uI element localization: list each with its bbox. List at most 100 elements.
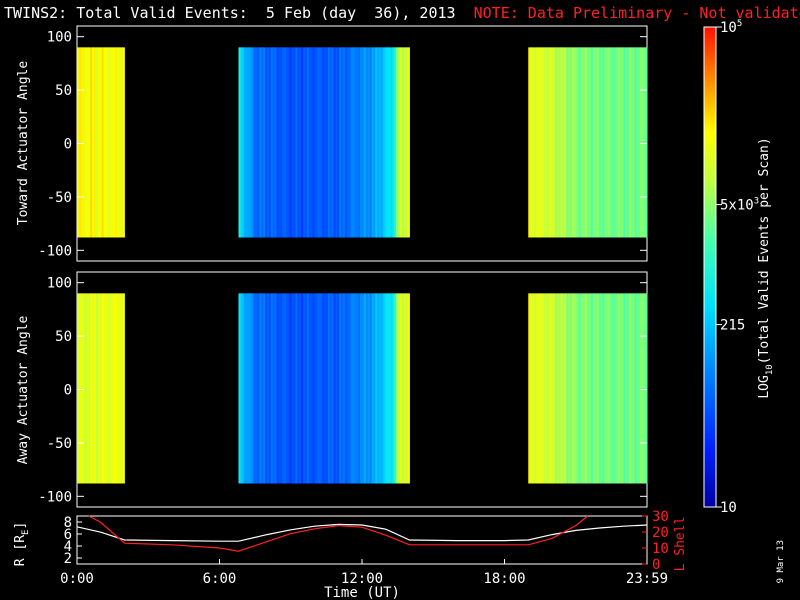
toward-heatmap-panel: 100 50 0 -50 -100 Toward Actuator Angle <box>16 25 648 262</box>
away-heat-cell <box>608 293 611 484</box>
toward-heat-cell <box>259 47 262 238</box>
away-heat-cell <box>571 293 575 484</box>
toward-heat-cell <box>82 47 85 238</box>
away-heat-cell <box>623 293 626 484</box>
toward-heat-cell <box>598 47 601 238</box>
away-heat-cell <box>392 293 395 484</box>
away-ytick-label: 50 <box>55 329 72 345</box>
toward-heat-cell <box>325 47 329 238</box>
toward-heat-cell <box>246 47 249 238</box>
toward-heat-cell <box>314 47 317 238</box>
colorbar-tick-label: 105 <box>720 19 742 36</box>
away-heat-cell <box>615 293 618 484</box>
toward-heat-cell <box>293 47 296 238</box>
lshell-tick-label: 20 <box>652 525 669 541</box>
away-heat-cell <box>115 293 118 484</box>
toward-heat-cell <box>113 47 116 238</box>
away-heat-cell <box>579 293 582 484</box>
away-heat-cell <box>84 293 87 484</box>
toward-heat-cell <box>532 47 535 238</box>
toward-heat-cell <box>352 47 355 238</box>
away-heat-cell <box>289 293 293 484</box>
away-heat-cell <box>291 293 294 484</box>
toward-heat-cell <box>403 47 407 238</box>
away-ytick-label: -100 <box>38 489 72 505</box>
toward-heat-cell <box>274 47 277 238</box>
toward-heat-cell <box>373 47 376 238</box>
toward-heat-cell <box>398 47 401 238</box>
colorbar-label: LOG10(Total Valid Events per Scan) <box>757 137 775 398</box>
away-heat-cell <box>242 293 245 484</box>
toward-heat-cell <box>627 47 630 238</box>
toward-heat-cell <box>636 47 639 238</box>
away-heat-cell <box>94 293 97 484</box>
toward-heat-cell <box>122 47 125 238</box>
toward-heat-cell <box>270 47 274 238</box>
away-heat-cell <box>640 293 643 484</box>
away-heat-cell <box>103 293 106 484</box>
away-heat-cell <box>322 293 325 484</box>
toward-heat-cell <box>596 47 599 238</box>
toward-heat-cell <box>388 47 391 238</box>
away-heat-cell <box>301 293 304 484</box>
toward-heat-cell <box>400 47 403 238</box>
toward-heat-cell <box>339 47 342 238</box>
toward-heat-cell <box>543 47 546 238</box>
toward-heat-cell <box>297 47 300 238</box>
toward-heat-cell <box>528 47 531 238</box>
toward-heat-cell <box>381 47 384 238</box>
toward-heat-cell <box>535 47 539 238</box>
toward-heat-cell <box>312 47 315 238</box>
away-heat-cell <box>77 293 80 484</box>
away-heat-cell <box>560 293 563 484</box>
away-heat-cell <box>533 293 537 484</box>
toward-heat-cell <box>587 47 590 238</box>
toward-heat-cell <box>282 47 285 238</box>
away-heat-cell <box>99 293 103 484</box>
toward-heat-cell <box>84 47 87 238</box>
toward-heat-cell <box>611 47 615 238</box>
toward-heat-cell <box>280 47 283 238</box>
away-heat-cell <box>270 293 274 484</box>
toward-heat-cell <box>566 47 569 238</box>
away-heat-cell <box>253 293 256 484</box>
away-heat-cell <box>116 293 120 484</box>
toward-heat-cell <box>573 47 577 238</box>
toward-heat-cell <box>242 47 245 238</box>
toward-heat-cell <box>287 47 291 238</box>
toward-heat-cell <box>577 47 580 238</box>
toward-heat-cell <box>644 47 647 238</box>
toward-ylabel: Toward Actuator Angle <box>16 61 31 226</box>
away-heat-cell <box>562 293 565 484</box>
away-heat-cell <box>118 293 122 484</box>
toward-heat-cell <box>537 47 541 238</box>
toward-heat-cell <box>602 47 605 238</box>
toward-heat-cell <box>386 47 389 238</box>
away-heat-cell <box>344 293 348 484</box>
toward-heat-cell <box>92 47 95 238</box>
away-heat-cell <box>90 293 93 484</box>
toward-heat-cell <box>394 47 397 238</box>
away-heat-cell <box>263 293 266 484</box>
away-heat-cell <box>390 293 393 484</box>
away-heat-cell <box>532 293 535 484</box>
toward-heat-cell <box>303 47 306 238</box>
away-heat-cell <box>386 293 389 484</box>
toward-heat-cell <box>267 47 270 238</box>
away-heat-cell <box>630 293 634 484</box>
away-ytick-label: 100 <box>47 276 72 292</box>
away-heat-cell <box>371 293 374 484</box>
toward-heat-cell <box>358 47 361 238</box>
toward-ytick-label: 50 <box>55 83 72 99</box>
toward-heat-cell <box>103 47 106 238</box>
toward-heat-cell <box>278 47 281 238</box>
toward-heat-cell <box>562 47 565 238</box>
toward-heat-cell <box>255 47 258 238</box>
away-heat-cell <box>535 293 539 484</box>
away-heat-cell <box>587 293 590 484</box>
away-heat-cell <box>337 293 340 484</box>
toward-ytick-label: 100 <box>47 30 72 46</box>
toward-heat-cell <box>604 47 607 238</box>
r-series-line <box>76 523 648 542</box>
away-heat-cell <box>310 293 313 484</box>
